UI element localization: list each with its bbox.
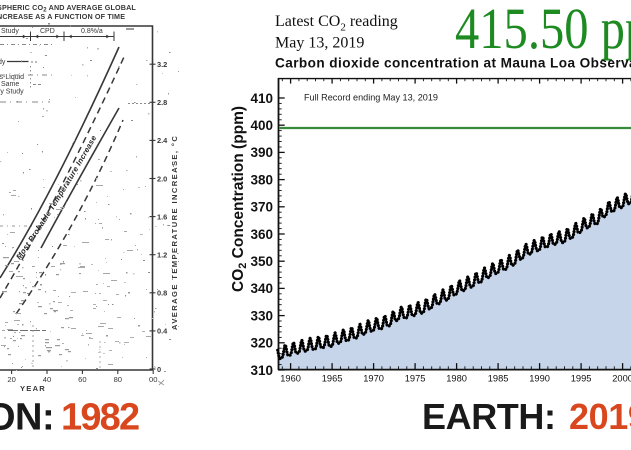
svg-text:60: 60 bbox=[78, 375, 86, 384]
svg-text:Study: Study bbox=[1, 28, 19, 35]
svg-text:Same: Same bbox=[1, 81, 19, 88]
svg-text:370: 370 bbox=[250, 200, 273, 215]
svg-text:1995: 1995 bbox=[571, 374, 592, 384]
svg-text:CO2 Concentration (ppm): CO2 Concentration (ppm) bbox=[230, 106, 249, 292]
svg-text:320: 320 bbox=[250, 336, 273, 351]
svg-text:Full Record ending May 13, 201: Full Record ending May 13, 2019 bbox=[304, 93, 438, 103]
svg-text:410: 410 bbox=[250, 91, 273, 106]
svg-text:2.4: 2.4 bbox=[157, 136, 168, 145]
svg-text:2000: 2000 bbox=[612, 374, 631, 384]
svg-text:1975: 1975 bbox=[405, 374, 426, 384]
svg-text:1990: 1990 bbox=[529, 374, 550, 384]
svg-text:2.8: 2.8 bbox=[157, 98, 167, 107]
svg-text:00: 00 bbox=[149, 375, 157, 384]
svg-text:2.0: 2.0 bbox=[157, 174, 167, 183]
svg-text:ry Study: ry Study bbox=[0, 89, 24, 96]
svg-text:1965: 1965 bbox=[322, 374, 343, 384]
svg-text:ON: 1982: ON: 1982 bbox=[0, 397, 139, 439]
svg-text:0.8%/a: 0.8%/a bbox=[81, 28, 103, 35]
svg-text:1960: 1960 bbox=[280, 374, 301, 384]
svg-text:1.6: 1.6 bbox=[157, 212, 167, 221]
svg-text:Carbon dioxide concentration a: Carbon dioxide concentration at Mauna Lo… bbox=[275, 56, 631, 71]
svg-text:0: 0 bbox=[157, 365, 161, 374]
svg-text:1970: 1970 bbox=[363, 374, 384, 384]
svg-text:NCREASE AS A FUNCTION OF TIME: NCREASE AS A FUNCTION OF TIME bbox=[0, 12, 125, 21]
svg-text:350: 350 bbox=[250, 254, 273, 269]
svg-text:1985: 1985 bbox=[488, 374, 509, 384]
svg-text:1980: 1980 bbox=[446, 374, 467, 384]
svg-text:380: 380 bbox=[250, 172, 273, 187]
svg-text:0.4: 0.4 bbox=[157, 327, 168, 336]
svg-text:390: 390 bbox=[250, 145, 273, 160]
svg-text:340: 340 bbox=[250, 281, 273, 296]
svg-text:20: 20 bbox=[7, 375, 15, 384]
svg-text:ls-Liquid: ls-Liquid bbox=[0, 74, 24, 81]
svg-text:1.2: 1.2 bbox=[157, 251, 167, 260]
svg-text:415.50 ppm: 415.50 ppm bbox=[455, 0, 631, 61]
svg-text:May 13, 2019: May 13, 2019 bbox=[275, 35, 364, 52]
svg-text:310: 310 bbox=[250, 363, 273, 378]
svg-text:360: 360 bbox=[250, 227, 273, 242]
svg-text:Latest CO2 reading: Latest CO2 reading bbox=[275, 13, 398, 34]
svg-text:400: 400 bbox=[250, 118, 273, 133]
svg-text:80: 80 bbox=[114, 375, 122, 384]
svg-text:40: 40 bbox=[43, 375, 51, 384]
svg-text:YEAR: YEAR bbox=[20, 384, 46, 393]
svg-text:3.2: 3.2 bbox=[157, 60, 167, 69]
svg-text:AVERAGE TEMPERATURE INCREASE,: AVERAGE TEMPERATURE INCREASE, °C bbox=[170, 135, 179, 330]
svg-text:dy: dy bbox=[0, 59, 6, 66]
svg-text:CPD: CPD bbox=[40, 28, 55, 35]
svg-text:SPHERIC CO2 AND AVERAGE GLOBAL: SPHERIC CO2 AND AVERAGE GLOBAL bbox=[0, 3, 136, 14]
svg-text:0.8: 0.8 bbox=[157, 289, 167, 298]
svg-text:EARTH: 2019: EARTH: 2019 bbox=[422, 396, 631, 437]
svg-text:330: 330 bbox=[250, 308, 273, 323]
